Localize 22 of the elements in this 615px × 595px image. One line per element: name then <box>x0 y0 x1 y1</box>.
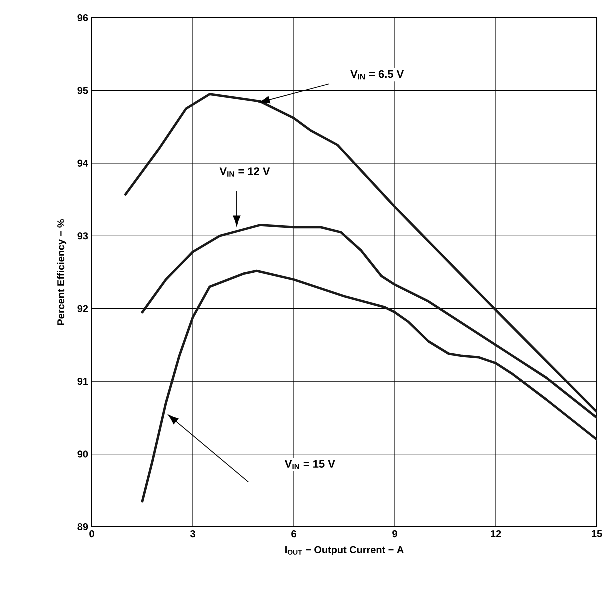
x-tick-label: 9 <box>392 530 398 538</box>
line-series <box>141 270 598 503</box>
x-tick-label: 3 <box>190 530 196 538</box>
y-tick-label: 89 <box>78 523 88 531</box>
y-tick-label: 95 <box>78 87 88 94</box>
y-tick-label: 90 <box>78 450 88 458</box>
y-tick-label: 93 <box>78 232 88 240</box>
annotation: V$_{IN}$ = 12 V <box>220 168 270 177</box>
y-tick-label: 96 <box>78 14 88 22</box>
x-axis-title: I$_{OUT}$ − Output Current − A <box>286 546 404 556</box>
y-axis-title: Percent Efficiency − % <box>57 219 67 326</box>
y-tick-label: 92 <box>78 305 88 312</box>
x-tick-label: 0 <box>90 530 94 538</box>
line-series <box>124 93 598 414</box>
x-tick-label: 6 <box>292 530 296 538</box>
line-series <box>141 224 598 420</box>
x-tick-label: 12 <box>491 530 502 538</box>
annotation: V$_{IN}$ = 6.5 V <box>350 70 404 80</box>
y-tick-label: 94 <box>78 160 88 167</box>
annotation: V$_{IN}$ = 15 V <box>284 460 336 470</box>
x-tick-label: 15 <box>592 530 602 538</box>
y-tick-label: 91 <box>78 378 88 386</box>
